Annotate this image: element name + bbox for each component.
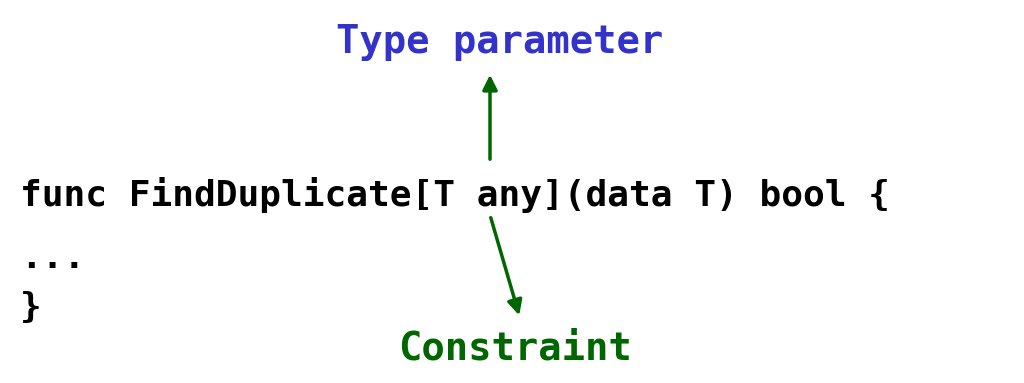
Text: ...: ... bbox=[20, 241, 85, 275]
Text: }: } bbox=[20, 291, 42, 325]
Text: Constraint: Constraint bbox=[398, 329, 632, 367]
Text: func FindDuplicate[T any](data T) bool {: func FindDuplicate[T any](data T) bool { bbox=[20, 177, 890, 213]
Text: Type parameter: Type parameter bbox=[336, 23, 664, 61]
